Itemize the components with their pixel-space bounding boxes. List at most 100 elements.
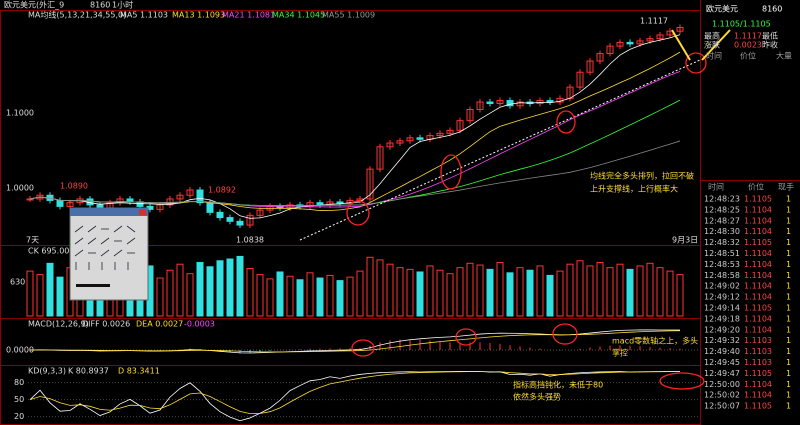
trade-price: 1.1103: [744, 336, 772, 345]
volume-bar: [666, 270, 674, 317]
annotation: 掌控: [612, 348, 628, 358]
col: 价位: [748, 182, 764, 192]
candle-body: [576, 71, 584, 88]
trade-volume: 1: [786, 238, 791, 247]
trade-time: 12:48:23: [704, 195, 740, 204]
volume-bar: [446, 273, 454, 317]
volume-bar: [256, 274, 264, 317]
candle-body: [656, 34, 664, 40]
trade-price: 1.1104: [744, 260, 772, 269]
period: 1小时: [112, 0, 133, 10]
label: 昨收: [762, 40, 778, 50]
diff: DIFF 0.0026: [82, 320, 130, 329]
volume-bar: [326, 274, 334, 317]
label: 涨跌: [704, 40, 720, 50]
trade-volume: 1: [786, 347, 791, 356]
candle-body: [406, 137, 414, 142]
volume-bar: [276, 271, 284, 317]
trade-time: 12:48:32: [704, 238, 740, 247]
candle-body: [336, 201, 344, 204]
ma-line: [29, 140, 681, 206]
d-value: D 83.3411: [118, 367, 160, 376]
candle-body: [606, 45, 614, 55]
annotation: 依然多头强势: [513, 392, 561, 402]
candle-body: [176, 194, 184, 200]
label: 最高: [704, 31, 720, 41]
trade-time: 12:49:45: [704, 358, 740, 367]
volume-bar: [416, 271, 424, 317]
volume-bar: [346, 276, 354, 317]
volume-bar: [196, 261, 204, 317]
trade-price: 1.1104: [744, 391, 772, 400]
code: 8160: [90, 1, 110, 10]
quote-code: 8160: [762, 5, 782, 14]
trade-time: 12:50:00: [704, 380, 740, 389]
candle-body: [286, 204, 294, 209]
k-line: [29, 370, 681, 422]
candle-body: [236, 220, 244, 226]
candle-body: [26, 198, 34, 201]
volume-bar: [36, 274, 44, 317]
volume-bar: [566, 263, 574, 317]
annotation: macd零数轴之上，多头: [612, 336, 698, 346]
trade-price: 1.1103: [744, 347, 772, 356]
candle-body: [456, 120, 464, 131]
trade-volume: 1: [786, 205, 791, 214]
volume-bar: [576, 260, 584, 317]
trade-time: 12:49:20: [704, 325, 740, 334]
candle-body: [476, 101, 484, 110]
macd-legend: MACD(12,26,9): [28, 320, 89, 329]
volume-bar: [596, 261, 604, 317]
trade-time: 12:49:47: [704, 369, 740, 378]
volume-bar: [316, 277, 324, 317]
vol-legend: CK 695.0000(1..: [28, 247, 93, 256]
volume-bar: [516, 267, 524, 317]
col: 大量: [776, 51, 792, 61]
candle-body: [226, 217, 234, 222]
candle-body: [436, 132, 444, 137]
ma55: MA55 1.1009: [322, 11, 375, 20]
candle-body: [626, 41, 634, 45]
plot: 80 50 20: [14, 24, 700, 422]
volume-bar: [366, 256, 374, 317]
volume-bar: [376, 259, 384, 317]
candle-body: [636, 40, 644, 45]
trade-price: 1.1103: [744, 358, 772, 367]
trade-price: 1.1105: [744, 304, 772, 313]
candle-body: [376, 146, 384, 170]
candle-body: [396, 140, 404, 144]
quote-price: 1.1105/1.1105: [712, 20, 771, 29]
trade-price: 1.1104: [744, 249, 772, 258]
mark: 1.0890: [60, 182, 88, 191]
trade-volume: 1: [786, 391, 791, 400]
volume-bar: [456, 267, 464, 317]
volume-bar: [356, 270, 364, 317]
volume-bar: [606, 267, 614, 317]
volume-bar: [176, 263, 184, 317]
trade-price: 1.1104: [744, 314, 772, 323]
annotation: 上升支撑线，上行概率大: [590, 184, 678, 194]
candle-body: [416, 137, 424, 140]
candle-body: [546, 100, 554, 103]
volume-bar: [46, 262, 54, 317]
ma34: MA34 1.1045: [272, 11, 325, 20]
trade-volume: 1: [786, 336, 791, 345]
trade-volume: 1: [786, 216, 791, 225]
volume-bar: [386, 263, 394, 317]
trade-price: 1.1104: [744, 380, 772, 389]
volume-bar: [506, 272, 514, 317]
ma5: MA5 1.1103: [120, 11, 168, 20]
volume-bar: [406, 268, 414, 317]
volume-bar: [656, 267, 664, 317]
volume-bar: [636, 265, 644, 317]
col: 时间: [708, 182, 724, 192]
quote-name: 欧元美元: [706, 4, 738, 14]
candle-body: [196, 189, 204, 204]
end-label: 9月3日: [672, 236, 698, 245]
candle-body: [256, 209, 264, 216]
axis-label: 1.1000: [6, 109, 34, 118]
volume-bar: [546, 274, 554, 317]
volume-bar: [336, 280, 344, 317]
volume-bar: [186, 273, 194, 317]
